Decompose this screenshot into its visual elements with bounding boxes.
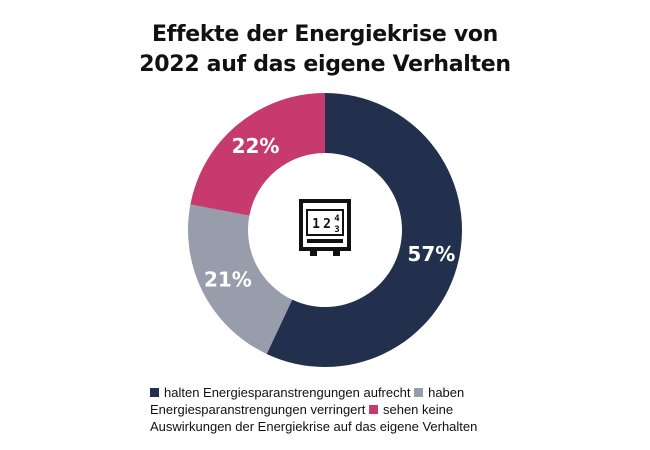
legend-label-2: haben Energiesparanstrengungen verringer… (150, 385, 465, 417)
meter-digit-2: 2 (323, 217, 331, 232)
chart-title-line-2: 2022 auf das eigene Verhalten (139, 52, 511, 77)
legend-item-2: haben Energiesparanstrengungen verringer… (150, 385, 464, 417)
chart-title: Effekte der Energiekrise von 2022 auf da… (0, 20, 650, 80)
donut-slice-3 (190, 92, 325, 216)
legend-swatch-3 (368, 405, 378, 414)
donut-slice-2 (188, 204, 293, 354)
slice-label-1: 57% (407, 242, 455, 266)
legend-item-1: halten Energiesparanstrengungen aufrecht (150, 385, 410, 400)
meter-digit-1: 1 (312, 217, 320, 232)
chart-title-line-1: Effekte der Energiekrise von (151, 22, 499, 47)
meter-digit-4: 3 (334, 225, 339, 235)
legend-label-3: sehen keine Auswirkungen der Energiekris… (150, 402, 478, 434)
legend-label-1: halten Energiesparanstrengungen aufrecht (164, 385, 411, 400)
legend-item-3: sehen keine Auswirkungen der Energiekris… (150, 402, 477, 434)
legend-swatch-1 (150, 388, 159, 397)
legend-swatch-2 (414, 388, 424, 397)
meter-icon: 1 2 43 (299, 199, 351, 256)
chart-legend: halten Energiesparanstrengungen aufrecht… (150, 384, 510, 435)
slice-label-2: 21% (204, 267, 252, 291)
slice-label-3: 22% (232, 134, 280, 158)
donut-slice-1 (266, 93, 462, 367)
meter-digit-3: 4 (334, 214, 340, 224)
